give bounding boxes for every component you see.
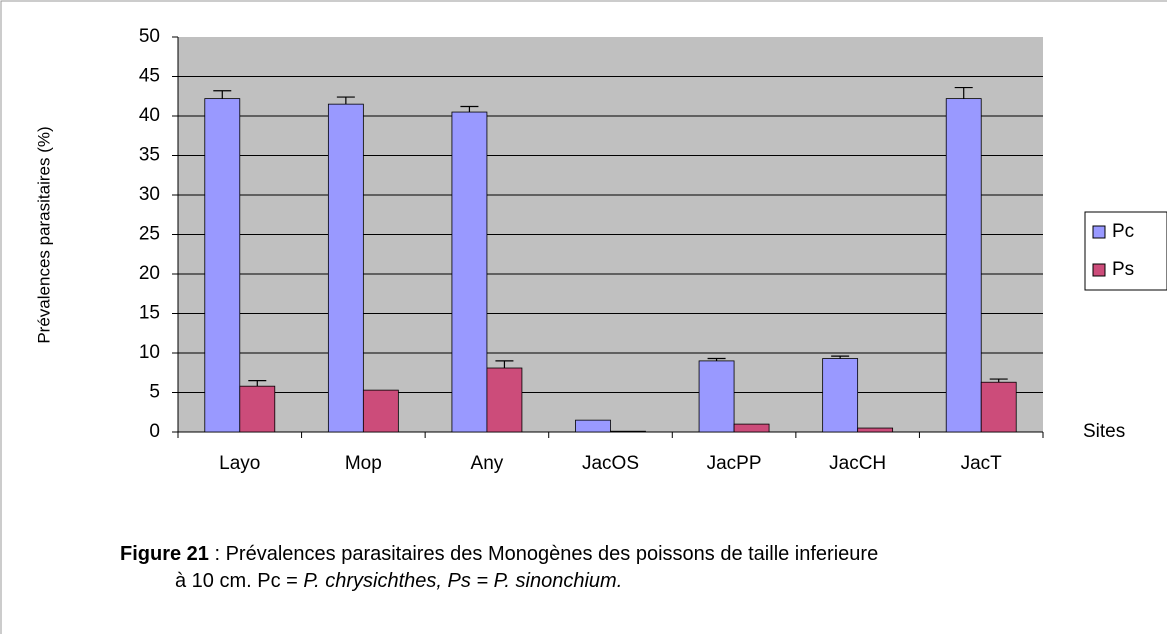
bar bbox=[204, 98, 241, 433]
y-tick-label: 15 bbox=[139, 303, 160, 324]
x-axis-label: Sites bbox=[1083, 421, 1125, 442]
error-bar-line bbox=[495, 360, 514, 369]
x-tick-label: JacOS bbox=[582, 453, 639, 474]
legend bbox=[1084, 211, 1167, 291]
x-tick-label: JacCH bbox=[829, 453, 886, 474]
error-bar-line bbox=[831, 355, 850, 359]
caption-text: : Prévalences parasitaires des Monogènes… bbox=[209, 543, 878, 565]
error-bar bbox=[495, 360, 514, 369]
x-tick-label: JacT bbox=[961, 453, 1003, 474]
bar bbox=[610, 430, 646, 433]
error-bar-line bbox=[707, 357, 726, 361]
error-bar-line bbox=[248, 380, 267, 387]
error-bar bbox=[248, 380, 267, 387]
error-bar-line bbox=[989, 378, 1008, 383]
bar bbox=[327, 103, 364, 433]
x-tick-label: Mop bbox=[345, 453, 382, 474]
caption-label: Figure 21 bbox=[120, 543, 209, 565]
y-tick-label: 10 bbox=[139, 342, 160, 363]
legend-label: Ps bbox=[1112, 259, 1134, 280]
error-bar bbox=[213, 90, 232, 99]
y-tick-label: 0 bbox=[149, 421, 160, 442]
y-tick-label: 35 bbox=[139, 145, 160, 166]
y-tick-label: 45 bbox=[139, 66, 160, 87]
bar bbox=[822, 358, 859, 433]
bar bbox=[575, 419, 611, 433]
error-bar bbox=[460, 105, 479, 113]
caption-text: à 10 cm. Pc = bbox=[175, 570, 303, 592]
bar bbox=[980, 381, 1017, 433]
y-tick-label: 25 bbox=[139, 224, 160, 245]
y-tick-label: 5 bbox=[149, 382, 160, 403]
bar bbox=[486, 367, 523, 433]
bar bbox=[733, 423, 770, 433]
legend-swatch bbox=[1092, 263, 1106, 277]
legend-label: Pc bbox=[1112, 221, 1134, 242]
error-bar bbox=[336, 96, 355, 105]
error-bar-line bbox=[460, 105, 479, 113]
error-bar-line bbox=[954, 86, 973, 99]
error-bar-line bbox=[336, 96, 355, 105]
y-tick-label: 40 bbox=[139, 105, 160, 126]
bar bbox=[362, 389, 399, 433]
bar bbox=[239, 385, 276, 433]
y-tick-label: 30 bbox=[139, 184, 160, 205]
x-tick-label: Layo bbox=[219, 453, 260, 474]
error-bar bbox=[831, 355, 850, 359]
error-bar bbox=[707, 357, 726, 361]
error-bar bbox=[954, 86, 973, 99]
bar bbox=[945, 98, 982, 433]
caption: Figure 21 : Prévalences parasitaires des… bbox=[120, 543, 878, 565]
bar bbox=[857, 427, 894, 433]
error-bar bbox=[989, 378, 1008, 383]
legend-swatch bbox=[1092, 225, 1106, 239]
y-tick-label: 20 bbox=[139, 263, 160, 284]
error-bar-line bbox=[213, 90, 232, 99]
bar bbox=[698, 360, 735, 433]
y-axis-label: Prévalences parasitaires (%) bbox=[34, 126, 53, 343]
caption-text: P. chrysichthes, Ps = P. sinonchium. bbox=[303, 570, 622, 592]
bar bbox=[451, 111, 488, 433]
x-tick-label: Any bbox=[471, 453, 504, 474]
x-tick-label: JacPP bbox=[707, 453, 762, 474]
caption: à 10 cm. Pc = P. chrysichthes, Ps = P. s… bbox=[175, 570, 622, 592]
y-tick-label: 50 bbox=[139, 26, 160, 47]
